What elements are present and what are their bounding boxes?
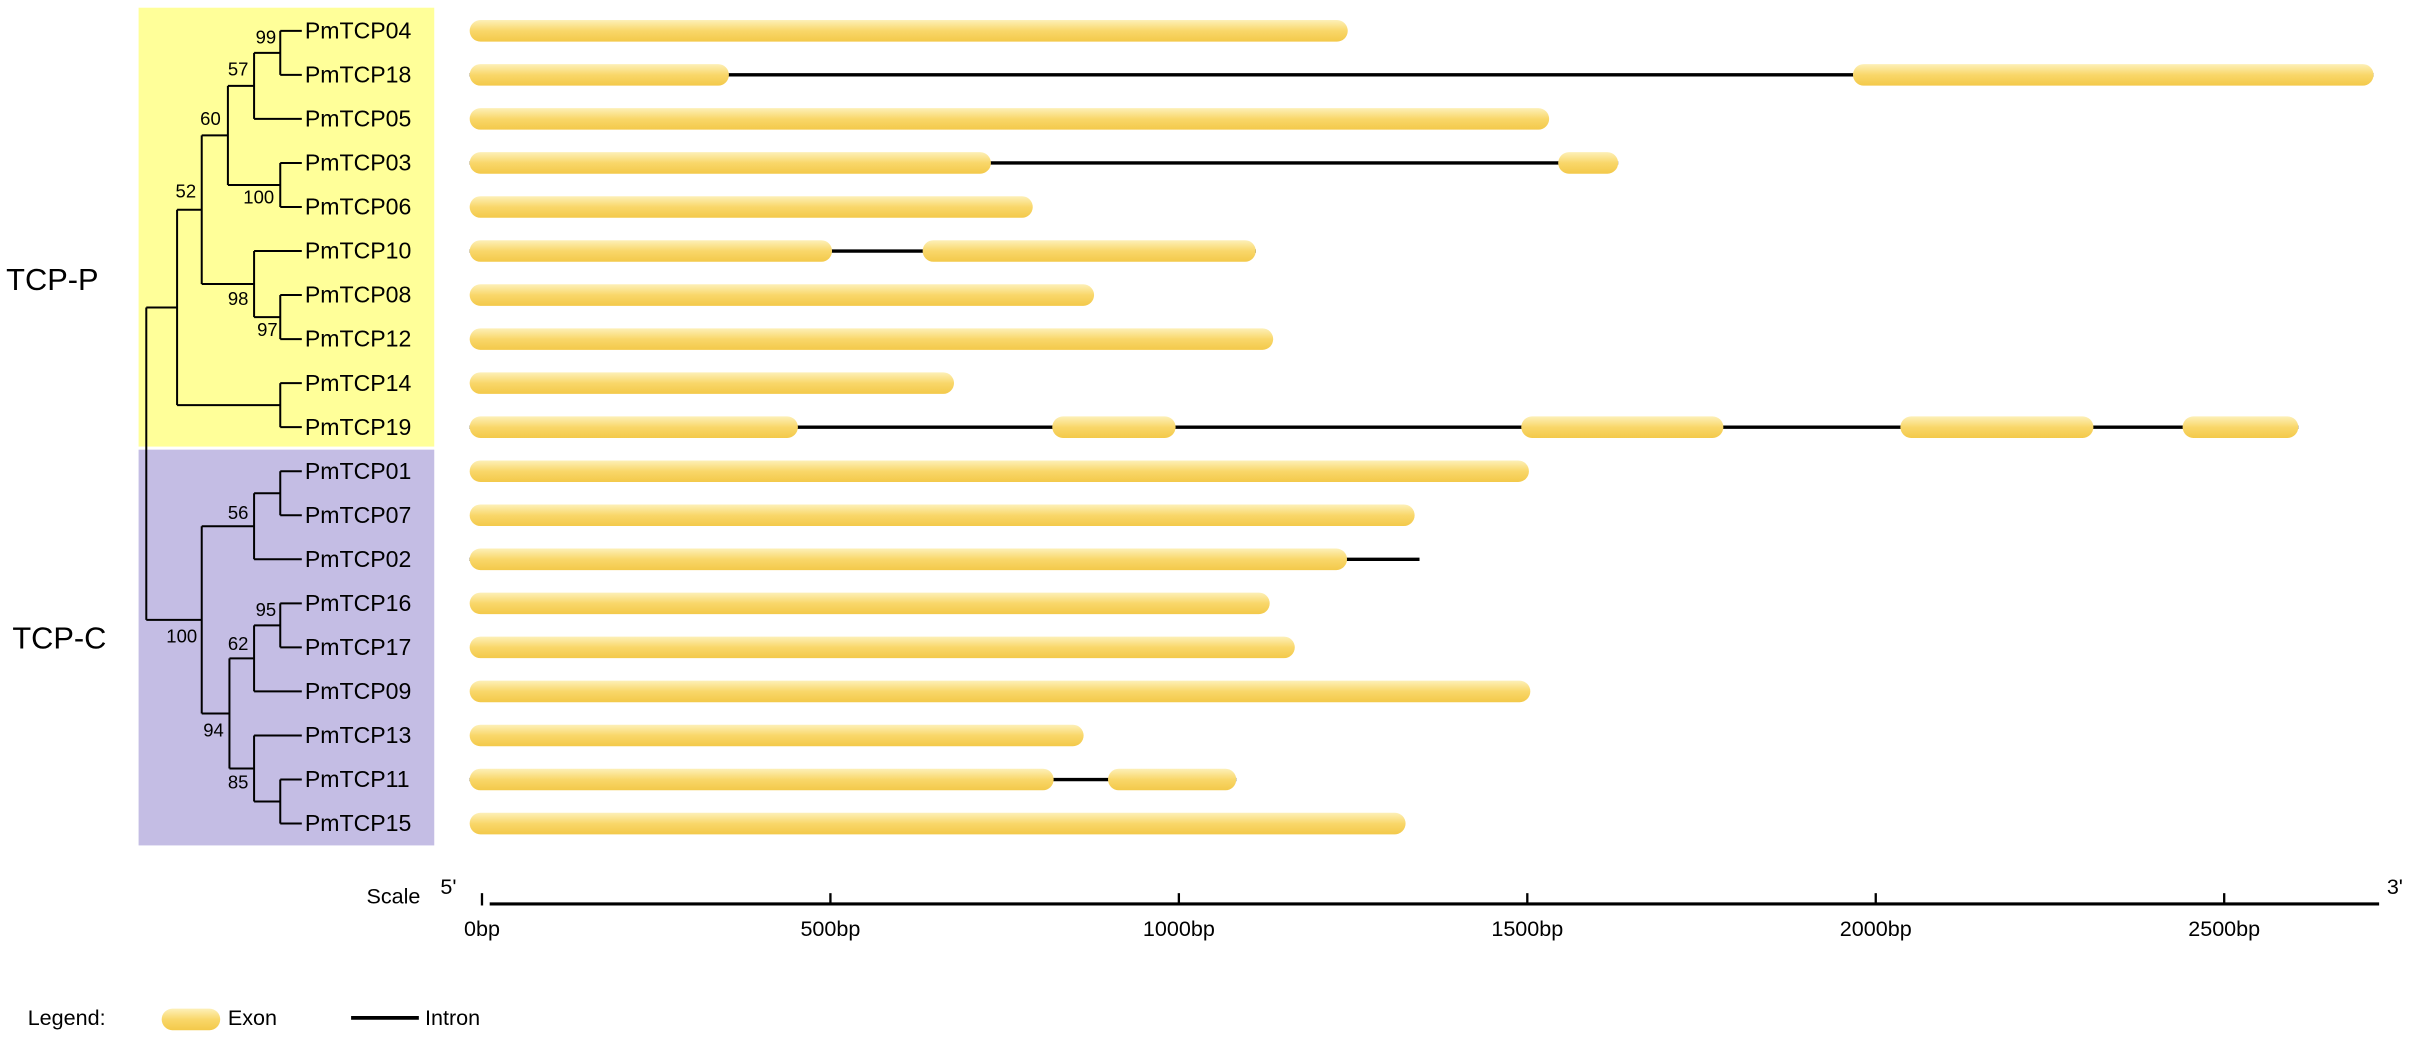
gene-name: PmTCP09	[305, 678, 411, 704]
gene-name: PmTCP10	[305, 238, 411, 264]
exon	[469, 680, 1531, 703]
exon	[1108, 768, 1237, 791]
exon	[1852, 64, 2374, 86]
group-background	[138, 7, 435, 447]
group-label: TCP-C	[12, 621, 106, 656]
gene-name: PmTCP12	[305, 326, 411, 352]
scale-label: Scale	[366, 883, 420, 908]
phylogenetic-tree	[145, 29, 302, 825]
bootstrap: 85	[228, 772, 249, 793]
gene-name: PmTCP06	[305, 194, 411, 220]
five-prime: 5'	[440, 874, 456, 899]
legend-title: Legend:	[28, 1005, 106, 1030]
exon	[469, 592, 1270, 615]
exon	[469, 636, 1295, 659]
exon	[1052, 416, 1176, 438]
exon	[469, 548, 1348, 571]
tick-label: 2000bp	[1840, 916, 1912, 941]
exon	[469, 416, 798, 438]
bootstrap: 62	[228, 633, 249, 654]
exon	[1900, 416, 2094, 438]
tick-label: 500bp	[800, 916, 860, 941]
exon	[469, 20, 1348, 42]
gene-name: PmTCP04	[305, 17, 412, 43]
gene-name: PmTCP14	[305, 370, 412, 396]
bootstrap: 60	[200, 108, 221, 129]
legend-exon: Exon	[228, 1005, 277, 1030]
gene-name: PmTCP17	[305, 634, 411, 660]
bootstrap: 52	[176, 180, 197, 201]
exon	[469, 372, 954, 394]
exon	[469, 504, 1415, 527]
tick-label: 0bp	[464, 916, 500, 941]
exon	[469, 328, 1274, 350]
group-label: TCP-P	[6, 262, 98, 297]
gene-name: PmTCP01	[305, 458, 411, 484]
bootstrap: 99	[256, 26, 277, 47]
bootstrap: 98	[228, 288, 249, 309]
bootstrap: 57	[228, 59, 249, 80]
gene-name: PmTCP15	[305, 810, 411, 836]
exon	[1558, 152, 1619, 174]
bootstrap: 100	[243, 187, 274, 208]
exon	[469, 196, 1033, 218]
bootstrap: 56	[228, 502, 249, 523]
legend-intron: Intron	[425, 1005, 480, 1030]
gene-name: PmTCP11	[305, 766, 410, 792]
gene-name: PmTCP16	[305, 590, 411, 616]
exon	[469, 284, 1095, 306]
gene-name: PmTCP02	[305, 546, 411, 572]
exon	[469, 460, 1529, 483]
tick-label: 1500bp	[1491, 916, 1563, 941]
exon	[922, 240, 1256, 262]
exon	[469, 768, 1054, 791]
exon	[469, 724, 1084, 747]
exon	[469, 108, 1550, 130]
legend-exon-swatch	[161, 1008, 221, 1031]
tick-label: 1000bp	[1143, 916, 1215, 941]
exon	[469, 64, 729, 86]
bootstrap: 94	[203, 719, 224, 740]
gene-name: PmTCP18	[305, 61, 411, 87]
bootstrap: 100	[166, 625, 197, 646]
gene-name: PmTCP03	[305, 150, 411, 176]
gene-name: PmTCP13	[305, 722, 411, 748]
gene-name: PmTCP05	[305, 106, 411, 132]
exon	[469, 812, 1406, 835]
bootstrap: 97	[257, 319, 278, 340]
exon	[1521, 416, 1724, 438]
bootstrap: 95	[256, 599, 277, 620]
gene-name: PmTCP07	[305, 502, 411, 528]
gene-name: PmTCP08	[305, 282, 411, 308]
exon	[469, 240, 833, 262]
three-prime: 3'	[2387, 874, 2403, 899]
exon	[469, 152, 991, 174]
exon	[2182, 416, 2299, 438]
tick-label: 2500bp	[2188, 916, 2260, 941]
gene-name: PmTCP19	[305, 414, 411, 440]
